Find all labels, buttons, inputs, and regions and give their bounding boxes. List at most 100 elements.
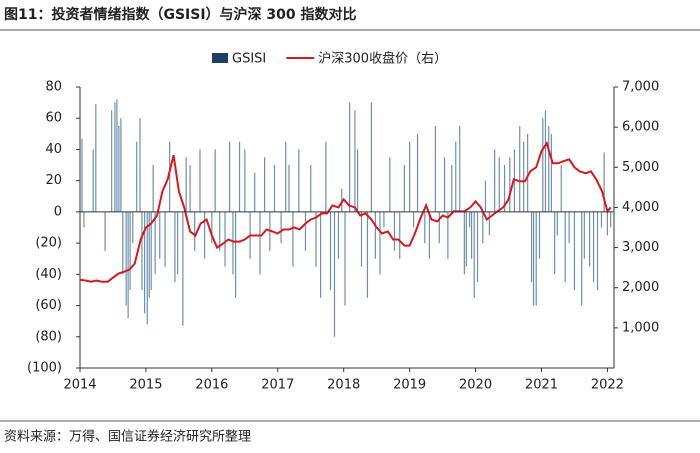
bar	[412, 211, 415, 228]
x-tick-label: 2014	[63, 378, 96, 393]
y2-tick-label: 1,000	[622, 320, 659, 335]
bar	[114, 102, 116, 212]
bar	[280, 211, 282, 244]
bar	[374, 211, 376, 259]
bar	[164, 211, 166, 267]
bar	[95, 104, 97, 212]
bar	[556, 211, 558, 236]
bar	[544, 110, 547, 212]
bar	[532, 211, 535, 306]
bar	[341, 188, 343, 212]
bar	[463, 211, 465, 275]
bar	[150, 211, 152, 290]
y-tick-label: 0	[54, 204, 62, 219]
y2-tick-label: 5,000	[622, 160, 659, 175]
bar	[473, 211, 475, 298]
bar	[465, 211, 467, 267]
bar	[469, 211, 471, 228]
bar	[146, 211, 148, 325]
source: 资料来源：万得、国信证券经济研究所整理	[4, 429, 251, 445]
bar	[428, 211, 431, 259]
bar	[494, 149, 496, 212]
bar	[403, 165, 405, 212]
bar	[488, 211, 490, 236]
bar	[263, 157, 266, 212]
bar	[174, 211, 176, 283]
bar	[443, 157, 446, 212]
bar	[455, 141, 457, 212]
bar	[285, 141, 287, 212]
x-tick-label: 2019	[393, 378, 426, 393]
bar	[176, 211, 179, 275]
y-tick-label: (80)	[35, 329, 62, 344]
bar	[349, 102, 351, 212]
bar	[366, 211, 369, 298]
bar	[320, 211, 322, 298]
bar	[120, 118, 122, 212]
legend-swatch	[212, 53, 228, 63]
bar	[182, 211, 184, 326]
line	[79, 140, 612, 283]
bar	[337, 211, 340, 259]
bar	[509, 157, 511, 212]
y-tick-label: (60)	[35, 298, 62, 313]
y2-tick-label: 6,000	[622, 120, 659, 135]
bar	[434, 126, 436, 212]
bar	[596, 211, 599, 290]
bar	[459, 126, 461, 212]
bar	[244, 149, 246, 212]
bar	[535, 211, 537, 306]
y-tick-label: (100)	[27, 361, 62, 376]
bar	[498, 157, 500, 212]
bar	[204, 211, 206, 259]
bar	[592, 211, 595, 283]
y-tick-label: 80	[45, 80, 62, 95]
bar	[254, 172, 256, 212]
bar	[447, 211, 449, 259]
bar	[379, 211, 381, 275]
bar	[389, 157, 391, 212]
bar	[589, 211, 591, 267]
bar	[360, 211, 363, 267]
y-tick-label: (20)	[35, 236, 62, 251]
bar	[344, 211, 346, 306]
bar	[127, 211, 129, 319]
bar	[606, 211, 609, 236]
bar	[111, 110, 113, 212]
bar	[550, 133, 552, 212]
bar	[139, 118, 141, 212]
bar	[325, 141, 327, 212]
bar	[333, 211, 336, 337]
bar	[232, 211, 234, 275]
bar	[542, 118, 544, 212]
bar	[527, 133, 529, 212]
bar	[229, 141, 231, 212]
bar	[83, 211, 85, 228]
bar	[583, 211, 585, 259]
bar	[554, 211, 556, 275]
bar	[259, 211, 261, 275]
y-tick-label: 60	[45, 111, 62, 126]
bar	[116, 99, 118, 212]
bar	[224, 211, 226, 267]
bar	[530, 211, 533, 283]
bar	[169, 141, 171, 212]
bar	[132, 211, 134, 244]
bar	[603, 152, 605, 212]
x-tick-label: 2015	[129, 378, 162, 393]
bar	[304, 211, 307, 251]
bar	[234, 211, 237, 298]
bar	[214, 149, 216, 212]
x-tick-label: 2020	[459, 378, 492, 393]
bar	[476, 211, 479, 283]
bar	[409, 141, 411, 212]
bar	[564, 211, 566, 283]
bar	[354, 110, 356, 212]
bar	[503, 165, 506, 212]
bar	[393, 211, 396, 251]
bar	[370, 102, 372, 212]
bar	[154, 211, 156, 275]
bar	[152, 165, 154, 212]
y2-tick-label: 4,000	[622, 200, 659, 215]
